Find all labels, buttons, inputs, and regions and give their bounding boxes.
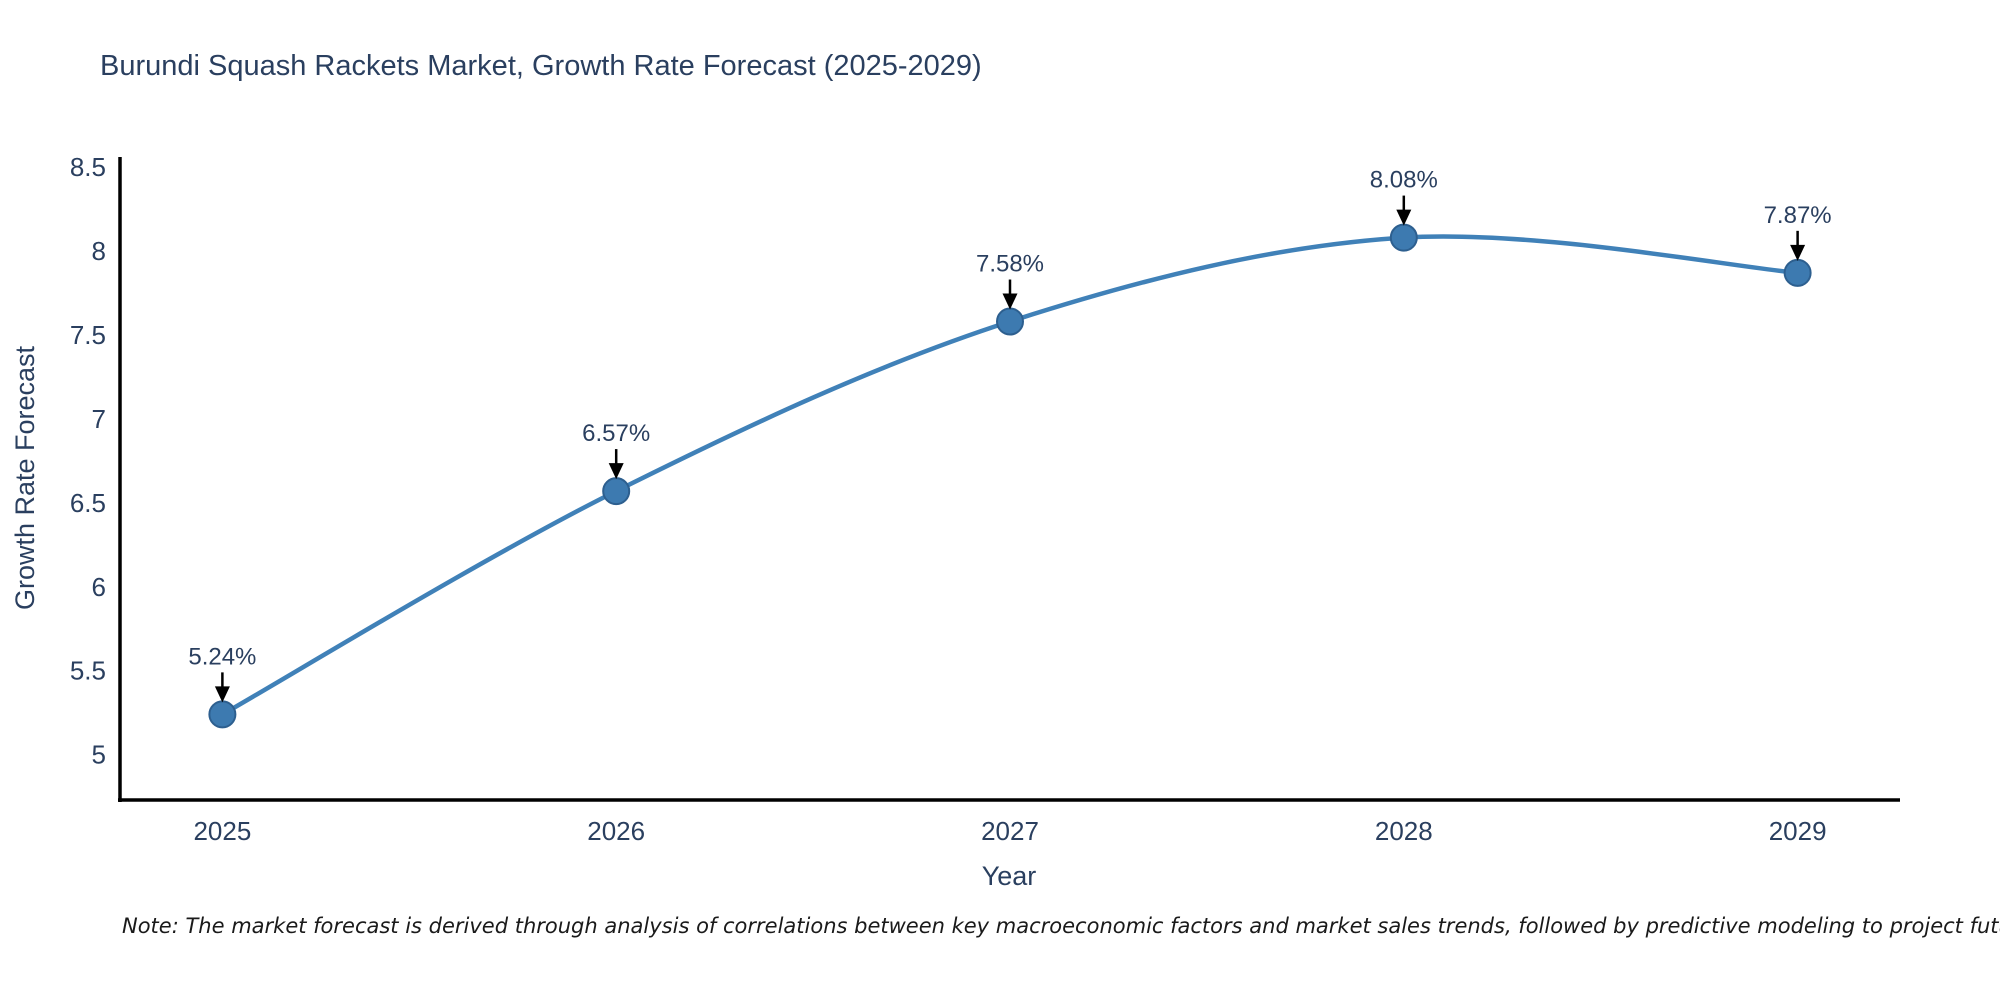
axes [118,157,1900,802]
data-point-marker [1389,223,1418,252]
y-tick-label: 8.5 [70,152,106,182]
data-point-marker [996,307,1024,336]
annotation-arrow-head [608,463,624,480]
y-tick-label: 6 [92,572,106,602]
x-tick-label: 2027 [981,816,1039,846]
x-tick-label: 2028 [1375,816,1433,846]
x-tick-label: 2026 [587,816,645,846]
point-value-label: 6.57% [582,420,650,447]
footnote: Note: The market forecast is derived thr… [122,914,2000,938]
y-tick-label: 6.5 [70,488,106,518]
chart-title: Burundi Squash Rackets Market, Growth Ra… [100,50,982,82]
point-value-label: 7.87% [1764,202,1832,229]
y-tick-label: 7.5 [70,320,106,350]
x-tick-label: 2025 [193,816,251,846]
point-value-label: 5.24% [188,643,256,670]
annotation-arrow-head [214,686,230,703]
data-point-marker [602,477,631,506]
annotation-arrow-head [1396,209,1412,226]
annotation-arrow-head [1002,293,1018,310]
data-point-marker [208,700,237,729]
data-point-marker [1783,258,1812,287]
x-axis-title: Year [982,861,1037,891]
y-tick-label: 7 [92,404,106,434]
annotation-arrow-head [1790,244,1806,261]
y-tick-label: 8 [92,236,106,266]
series-line-group [208,223,1812,729]
point-value-label: 8.08% [1370,167,1438,194]
y-tick-label: 5 [92,740,106,770]
point-value-label: 7.58% [976,251,1044,278]
tick-labels: 5 5.5 6 6.5 7 7.5 8 8.5 2025 2026 2027 2028 2029 [70,152,1827,846]
y-tick-label: 5.5 [70,656,106,686]
x-tick-label: 2029 [1769,816,1827,846]
y-axis-title: Growth Rate Forecast [10,345,40,610]
annotations: 5.24% 6.57% 7.58% 8.08% 7.87% [188,167,1832,703]
